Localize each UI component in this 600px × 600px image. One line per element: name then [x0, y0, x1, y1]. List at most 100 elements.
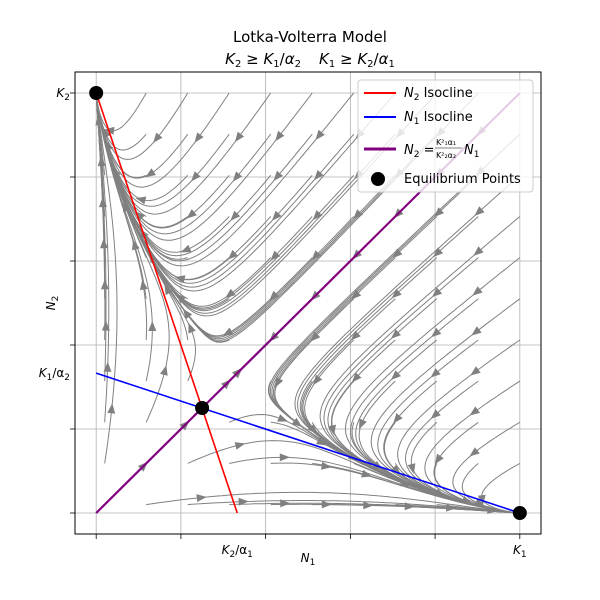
stream-arrow-104 — [431, 287, 443, 298]
stream-arrow-55 — [361, 469, 372, 478]
stream-arrow-73 — [312, 210, 323, 221]
stream-arrow-51 — [230, 210, 241, 221]
y-special-label-0: K2 — [56, 86, 70, 103]
stream-arrow-94 — [392, 248, 403, 259]
legend: N2 Isocline N1 Isocline N2 = K²₁α₁ K²₂α₂… — [357, 79, 534, 193]
stream-arrow-53 — [234, 131, 245, 143]
streamline-1 — [95, 95, 118, 464]
stream-arrow-41 — [191, 171, 201, 182]
stream-arrow-45 — [316, 437, 327, 446]
y-axis-label: N2 — [44, 296, 61, 311]
stream-arrow-30 — [145, 168, 156, 178]
stream-arrow-90 — [393, 413, 403, 424]
streamline-10 — [146, 491, 518, 514]
stream-arrow-70 — [310, 331, 321, 342]
stream-arrow-116 — [474, 206, 485, 216]
stream-arrow-12 — [160, 365, 168, 376]
streamline-63 — [96, 97, 313, 262]
y-special-label-1: K1/α2 — [39, 366, 70, 383]
stream-arrow-102 — [430, 368, 441, 378]
stream-arrow-60 — [269, 290, 280, 301]
stream-arrow-24 — [188, 322, 196, 334]
stream-arrow-31 — [153, 132, 163, 143]
stream-arrow-93 — [391, 288, 402, 299]
stream-arrow-114 — [472, 286, 483, 296]
legend-n2-isocline-label: N2 Isocline — [404, 86, 473, 103]
stream-arrow-82 — [351, 289, 362, 300]
streamline-93 — [299, 257, 519, 514]
stream-arrow-40 — [186, 209, 197, 219]
streamline-73 — [95, 94, 355, 312]
stream-arrow-81 — [350, 330, 361, 341]
stream-arrow-105 — [433, 247, 444, 258]
legend-formula-tail: N1 — [464, 143, 479, 160]
stream-arrow-110 — [469, 447, 480, 457]
stream-arrow-69 — [313, 374, 323, 386]
stream-arrow-84 — [353, 209, 363, 220]
legend-formula-denominator: K²₂α₂ — [436, 151, 456, 160]
equilibrium-point-2 — [512, 506, 527, 520]
streamline-87 — [436, 504, 517, 514]
stream-arrow-10 — [196, 494, 207, 502]
legend-n1-isocline-label: N1 Isocline — [404, 110, 473, 127]
stream-arrow-15 — [132, 239, 140, 251]
stream-arrow-25 — [164, 284, 173, 296]
stream-arrow-13 — [148, 321, 157, 331]
axis-ticks: K2/α1 K1 K2 K1/α2 — [39, 86, 527, 560]
stream-arrow-91 — [390, 370, 401, 380]
stream-arrow-72 — [311, 250, 322, 261]
x-special-label-1: K1 — [513, 543, 527, 560]
legend-box — [357, 79, 534, 193]
n1-isocline-line — [95, 372, 521, 514]
stream-arrow-101 — [430, 409, 441, 419]
legend-formula-numerator: K²₁α₁ — [436, 138, 456, 147]
plot-frame — [74, 71, 542, 535]
x-axis-label: N1 — [301, 551, 316, 568]
stream-arrow-32 — [280, 499, 291, 508]
stream-arrow-111 — [469, 406, 480, 416]
stream-arrow-100 — [434, 453, 444, 465]
stream-arrow-29 — [135, 196, 147, 205]
chart-subtitle: K2 ≥ K1/α2 K1 ≥ K2/α1 — [225, 50, 395, 70]
equilibrium-point-1 — [195, 401, 210, 415]
stream-arrow-92 — [390, 329, 401, 339]
streamline-52 — [95, 94, 272, 235]
legend-equilibrium-label: Equilibrium Points — [404, 172, 521, 187]
stream-arrow-61 — [270, 250, 281, 261]
stream-arrow-50 — [227, 249, 238, 260]
streamline-103 — [350, 298, 516, 514]
stream-arrow-112 — [470, 366, 481, 376]
stream-arrow-52 — [232, 171, 243, 182]
stream-arrow-62 — [271, 210, 282, 221]
stream-arrow-74 — [314, 170, 324, 181]
stream-arrow-64 — [275, 130, 285, 142]
legend-formula-label: N2 = — [404, 143, 435, 160]
stream-arrow-115 — [473, 246, 484, 256]
stream-arrow-75 — [315, 129, 325, 141]
stream-arrow-22 — [234, 442, 246, 450]
stream-arrow-33 — [279, 453, 290, 462]
streamline-110 — [452, 421, 521, 514]
n2-isocline-line — [95, 92, 239, 514]
stream-arrow-39 — [180, 244, 192, 253]
stream-arrow-3 — [101, 320, 110, 331]
stream-arrow-1 — [107, 403, 116, 414]
streamline-20 — [95, 92, 147, 132]
equilibrium-point-0 — [89, 86, 104, 100]
x-special-label-0: K2/α1 — [222, 543, 253, 560]
stream-arrow-34 — [277, 414, 288, 422]
stream-arrow-113 — [471, 326, 482, 336]
stream-arrow-42 — [194, 132, 204, 143]
legend-equilibrium-swatch — [371, 172, 385, 186]
chart-title: Lotka-Volterra Model — [233, 28, 387, 46]
stream-arrow-80 — [351, 372, 362, 383]
stream-arrow-63 — [273, 170, 283, 181]
equilibrium-points — [89, 86, 527, 520]
streamline-109 — [481, 462, 521, 514]
stream-arrow-79 — [359, 418, 367, 430]
stream-arrow-106 — [434, 207, 444, 218]
stream-arrow-89 — [407, 463, 416, 474]
stream-arrow-6 — [99, 197, 107, 208]
stream-arrow-103 — [431, 327, 442, 338]
